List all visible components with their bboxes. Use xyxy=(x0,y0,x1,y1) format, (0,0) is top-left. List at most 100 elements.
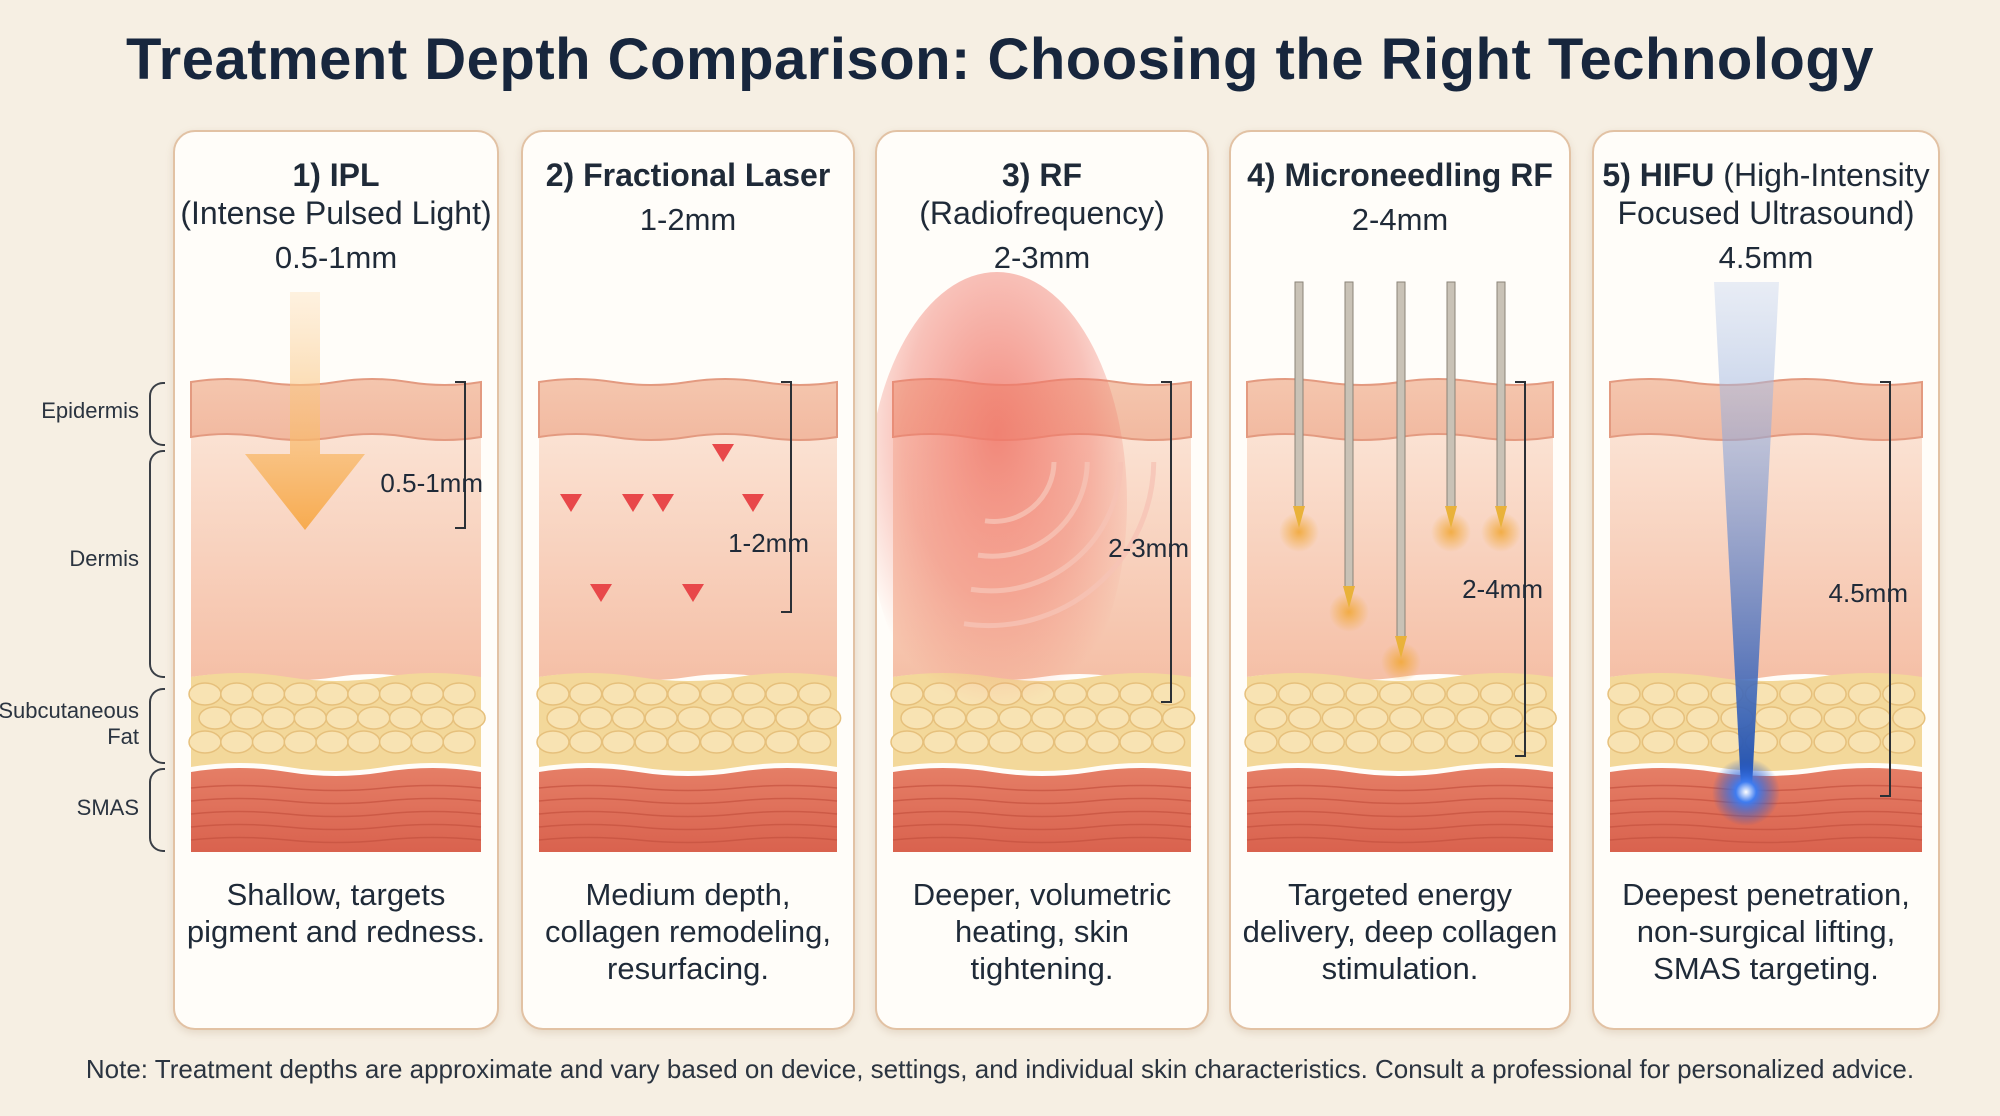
panel-ipl: 0.5-1mm 1) IPL (Intense Pulsed Light) 0.… xyxy=(173,130,499,1030)
rf-heat-field xyxy=(877,272,1127,732)
laser-arrowhead xyxy=(652,494,674,512)
panel-subtitle: (Radiofrequency) xyxy=(919,195,1165,231)
depth-label: 2-3mm xyxy=(1108,533,1189,563)
smas-fibers xyxy=(892,784,1192,844)
needle-energy-glow xyxy=(1329,592,1369,632)
laser-arrowhead xyxy=(742,494,764,512)
epidermis-layer xyxy=(538,378,838,441)
panel-depth: 1-2mm xyxy=(639,202,737,237)
needle-tip xyxy=(1395,636,1407,658)
depth-bracket-rf: 2-3mm xyxy=(1108,381,1189,703)
panel-name-suffix: (High-Intensity xyxy=(1723,157,1930,193)
needle-shaft xyxy=(1294,281,1304,509)
depth-label: 0.5-1mm xyxy=(380,468,483,498)
fat-cells xyxy=(188,682,486,754)
smas-layer xyxy=(539,768,837,852)
panel-number: 5) xyxy=(1602,157,1631,193)
panel-rf: 2-3mm 3) RF (Radiofrequency) 2-3mm Deepe… xyxy=(875,130,1209,1030)
depth-label: 2-4mm xyxy=(1462,574,1543,604)
laser-arrowhead xyxy=(712,444,734,462)
panel-description: Shallow, targets pigment and redness. xyxy=(186,877,486,949)
needle-shaft xyxy=(1396,281,1406,639)
panel-name: RF xyxy=(1039,157,1082,193)
epidermis-layer xyxy=(190,378,482,441)
panel-depth: 4.5mm xyxy=(1718,240,1814,275)
panel-depth: 2-4mm xyxy=(1351,202,1449,237)
layer-label-dermis: Dermis xyxy=(69,546,139,571)
laser-arrowhead xyxy=(560,494,582,512)
panel-fractional-laser: 1-2mm 2) Fractional Laser 1-2mm Medium d… xyxy=(521,130,855,1030)
depth-bracket-microneedling-rf: 2-4mm xyxy=(1462,381,1543,757)
panel-description: Deepest penetration, non-surgical liftin… xyxy=(1622,877,1910,986)
bracket-fat xyxy=(149,688,165,764)
panel-description: Deeper, volumetric heating, skin tighten… xyxy=(912,877,1172,986)
footnote: Note: Treatment depths are approximate a… xyxy=(85,1054,1915,1084)
microneedles xyxy=(1279,281,1521,682)
needle-shaft xyxy=(1446,281,1456,509)
bracket-smas xyxy=(149,768,165,852)
fat-cells xyxy=(1244,682,1557,754)
dermis-layer xyxy=(539,429,837,680)
bracket-dermis xyxy=(149,450,165,678)
panel-hifu: 4.5mm 5) HIFU (High-Intensity Focused Ul… xyxy=(1592,130,1940,1030)
needle-tip xyxy=(1293,506,1305,528)
dermis-layer xyxy=(191,429,481,680)
fat-cells xyxy=(1607,682,1926,754)
skin-layers xyxy=(536,378,842,852)
skin-layers xyxy=(188,378,486,852)
laser-arrowhead xyxy=(590,584,612,602)
needle-tip xyxy=(1445,506,1457,528)
laser-beams xyxy=(560,282,764,602)
panel-microneedling-rf: 2-4mm 4) Microneedling RF 2-4mm Targeted… xyxy=(1229,130,1571,1030)
panel-subtitle: Focused Ultrasound) xyxy=(1617,195,1915,231)
skin-diagram-ipl: 0.5-1mm xyxy=(188,292,486,852)
hifu-focal-point xyxy=(1712,758,1780,826)
laser-arrowhead xyxy=(682,584,704,602)
needle-tip xyxy=(1495,506,1507,528)
depth-bracket-ipl: 0.5-1mm xyxy=(380,381,483,529)
smas-layer xyxy=(1247,768,1553,852)
smas-fibers xyxy=(1246,784,1554,844)
ultrasound-cone xyxy=(1714,282,1779,787)
depth-label: 4.5mm xyxy=(1829,578,1908,608)
rf-wave-arc xyxy=(977,461,1090,559)
panel-description: Medium depth, collagen remodeling, resur… xyxy=(544,877,832,986)
needle-shaft xyxy=(1344,281,1354,589)
needle-energy-glow xyxy=(1431,512,1471,552)
panel-description: Targeted energy delivery, deep collagen … xyxy=(1242,877,1558,986)
panel-number: 1) xyxy=(292,157,321,193)
rf-wave-arc xyxy=(963,461,1157,629)
panel-depth: 2-3mm xyxy=(993,240,1091,275)
skin-diagram-rf: 2-3mm xyxy=(877,272,1196,852)
smas-fibers xyxy=(190,784,482,844)
needle-shaft xyxy=(1496,281,1506,509)
ipl-light-arrow xyxy=(245,292,365,530)
depth-bracket-fractional-laser: 1-2mm xyxy=(728,381,809,613)
needle-energy-glow xyxy=(1279,512,1319,552)
depth-bracket-hifu: 4.5mm xyxy=(1829,381,1908,797)
layer-label-smas: SMAS xyxy=(76,795,139,820)
skin-layers xyxy=(1607,378,1926,852)
layer-label-fat: Subcutaneous Fat xyxy=(0,698,139,749)
panel-depth: 0.5-1mm xyxy=(274,240,398,275)
skin-diagram-microneedling-rf: 2-4mm xyxy=(1244,281,1557,852)
rf-wave-arc xyxy=(984,461,1057,524)
depth-label: 1-2mm xyxy=(728,528,809,558)
panel-number: 2) xyxy=(545,157,575,193)
page-title: Treatment Depth Comparison: Choosing the… xyxy=(125,27,1875,92)
panel-subtitle: (Intense Pulsed Light) xyxy=(180,195,492,231)
panel-name: Microneedling RF xyxy=(1284,157,1553,193)
panel-name: HIFU xyxy=(1639,157,1715,193)
laser-arrowhead xyxy=(622,494,644,512)
fat-cells xyxy=(536,682,842,754)
rf-waves xyxy=(963,461,1157,629)
skin-diagram-hifu: 4.5mm xyxy=(1607,282,1926,852)
panel-name: IPL xyxy=(329,157,380,193)
smas-fibers xyxy=(538,784,838,844)
smas-layer xyxy=(191,768,481,852)
layer-labels: Epidermis Dermis Subcutaneous Fat SMAS xyxy=(0,0,175,1116)
needle-energy-glow xyxy=(1381,642,1421,682)
needle-tip xyxy=(1343,586,1355,608)
rf-wave-arc xyxy=(970,461,1123,594)
smas-layer xyxy=(893,768,1191,852)
